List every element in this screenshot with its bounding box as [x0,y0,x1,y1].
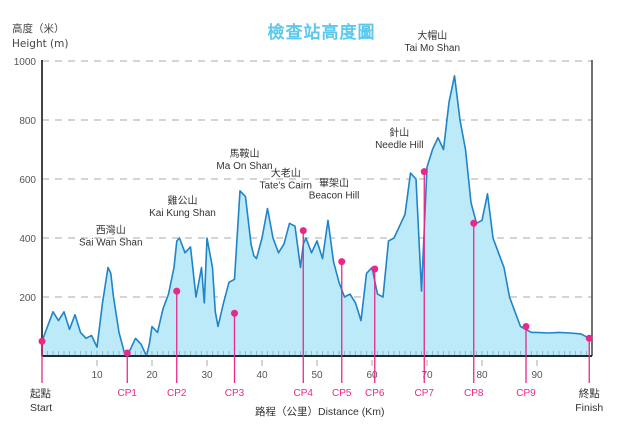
checkpoint-marker [231,309,238,317]
checkpoint-cp9: CP9 [516,323,536,399]
x-tick-label: 70 [421,370,433,381]
peak-name-zh: 雞公山 [168,194,198,207]
x-tick-label: 10 [91,370,103,381]
peak-name-en: Tate's Cairn [260,181,313,192]
x-tick-label: 30 [201,370,213,381]
finish-label-zh: 終點 [579,387,600,400]
peak-name-en: Tai Mo Shan [404,43,460,54]
checkpoint-cp1: CP1 [118,349,138,399]
peak-name-zh: 大帽山 [417,29,447,42]
finish-label-en: Finish [575,402,603,414]
elevation-area [42,75,590,357]
checkpoint-label: CP4 [294,388,314,399]
checkpoint-marker [585,334,593,342]
chart-title: 檢查站高度圖 [267,23,376,43]
checkpoint-label: CP1 [118,388,138,399]
axes [41,60,593,357]
y-tick-label: 600 [19,175,36,186]
checkpoint-finish: 終點 Finish [575,334,603,414]
checkpoint-label: CP6 [365,388,385,399]
peak-name-en: Beacon Hill [309,190,360,201]
checkpoint-label: CP5 [332,388,352,399]
checkpoint-marker [420,168,428,176]
checkpoint-cp3: CP3 [225,309,245,399]
checkpoint-label: CP8 [464,388,484,399]
elevation-line [41,75,590,357]
y-axis-label-en: Height (m) [12,38,69,50]
checkpoint-marker [299,227,307,235]
checkpoint-marker [173,287,181,295]
checkpoint-label: CP7 [415,388,435,399]
checkpoint-cp4: CP4 [294,227,314,399]
checkpoint-cp7: CP7 [415,168,435,399]
y-axis-label: 高度（米） Height (m) [12,22,68,52]
y-tick-label: 800 [19,116,36,127]
checkpoint-marker [470,219,478,227]
checkpoint-cp2: CP2 [167,287,187,399]
checkpoint-start: 起點 Start [30,337,52,414]
y-axis-ticks: 200 400 600 800 1000 [14,57,37,304]
checkpoint-marker [123,349,131,357]
checkpoint-label: CP2 [167,388,187,399]
checkpoint-cp8: CP8 [464,219,484,399]
x-axis-ticks: 10 20 30 40 50 60 70 80 90 [91,360,543,381]
peak-name-zh: 針山 [389,126,409,139]
checkpoint-marker [38,337,46,345]
checkpoints: 起點 Start CP1 CP2 CP3 CP4 CP5 CP6 CP7 CP8 CP9 終點 Fini… [30,168,603,414]
peak-name-zh: 馬鞍山 [230,147,260,160]
peak-name-en: Ma On Shan [216,161,272,172]
checkpoint-label: CP9 [516,388,536,399]
start-label-zh: 起點 [30,387,51,400]
y-tick-label: 400 [19,234,36,245]
checkpoint-marker [338,258,346,266]
y-tick-label: 1000 [14,57,37,68]
y-tick-label: 200 [19,293,36,304]
start-label-en: Start [30,402,52,414]
y-axis-label-zh: 高度（米） [12,23,65,35]
checkpoint-cp5: CP5 [332,258,352,399]
x-tick-label: 20 [146,370,158,381]
x-tick-label: 40 [256,370,268,381]
x-tick-label: 50 [311,370,323,381]
peak-name-en: Sai Wan Shan [79,238,143,249]
peak-name-zh: 大老山 [271,167,301,180]
peak-name-en: Kai Kung Shan [149,208,216,219]
checkpoint-label: CP3 [225,388,245,399]
x-axis-label: 路程（公里）Distance (Km) [255,405,385,418]
checkpoint-marker [522,323,530,330]
peak-name-zh: 畢架山 [319,177,349,189]
x-tick-label: 80 [476,370,488,381]
peak-name-en: Needle Hill [375,140,423,151]
checkpoint-cp6: CP6 [365,265,385,399]
peak-name-zh: 西灣山 [96,225,126,237]
x-tick-label: 60 [366,370,378,381]
checkpoint-marker [371,265,379,273]
x-tick-label: 90 [531,370,543,381]
